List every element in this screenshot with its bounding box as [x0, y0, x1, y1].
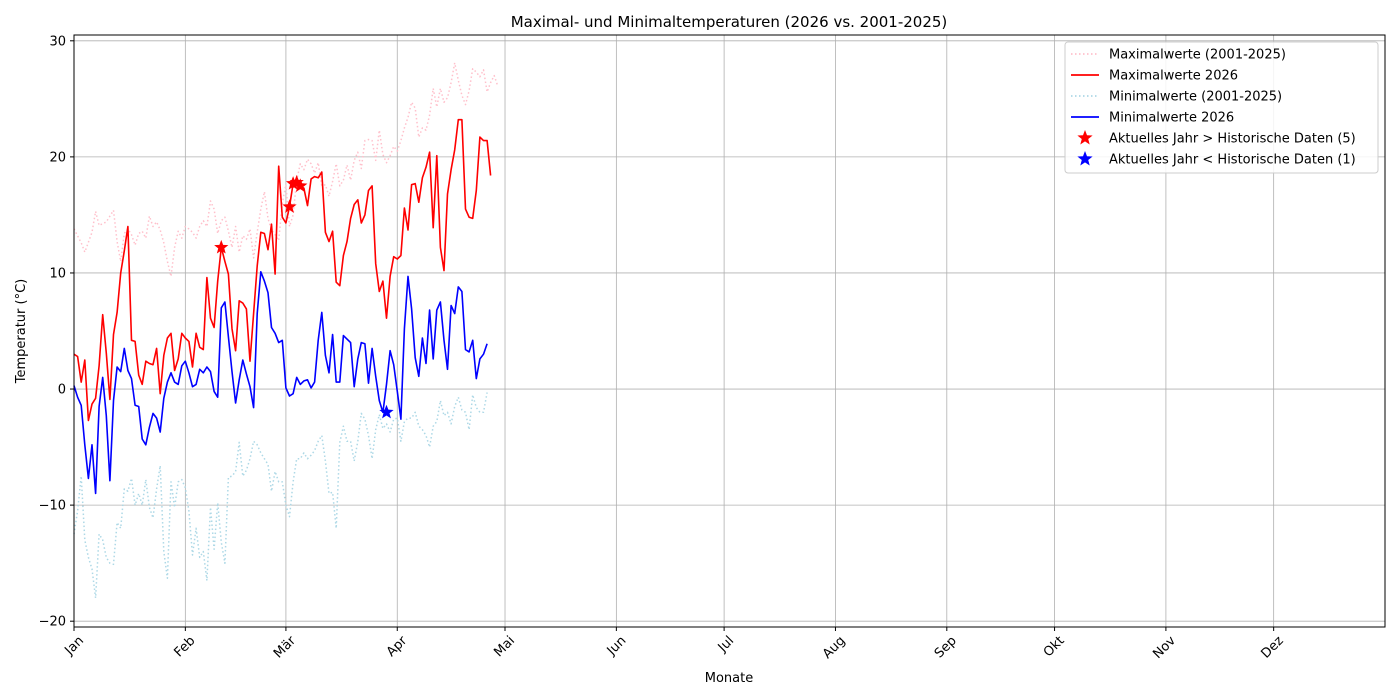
- y-tick-label: 20: [49, 150, 66, 165]
- x-tick-label: Jun: [604, 633, 630, 659]
- legend-star-1: [1077, 130, 1093, 145]
- legend-marker-label-1: Aktuelles Jahr > Historische Daten (5): [1109, 132, 1356, 147]
- x-tick-label: Sep: [932, 633, 960, 661]
- legend-box: [1064, 41, 1379, 174]
- legend-star-2: [1077, 151, 1093, 166]
- chart-title: Maximal- und Minimaltemperaturen (2026 v…: [511, 13, 948, 31]
- x-tick-label: Okt: [1041, 633, 1068, 660]
- star-marker-1: [289, 174, 304, 189]
- y-tick-label: −10: [39, 499, 66, 514]
- x-tick-label: Nov: [1150, 633, 1179, 662]
- star-marker-1: [293, 178, 308, 192]
- x-tick-label: Mai: [491, 633, 518, 660]
- legend-label-4: Minimalwerte 2026: [1109, 111, 1234, 126]
- x-tick-label: Aug: [820, 633, 849, 662]
- x-tick-label: Jan: [62, 633, 87, 658]
- marker-stars: [214, 174, 394, 419]
- star-marker-2: [379, 404, 394, 419]
- series-line-4: [73, 270, 488, 495]
- series-line-1: [73, 62, 499, 278]
- star-marker-1: [282, 199, 297, 213]
- x-tick-label: Apr: [384, 633, 411, 660]
- star-marker-1: [214, 239, 229, 254]
- legend-label-3: Minimalwerte (2001-2025): [1109, 90, 1282, 105]
- series-line-2: [73, 118, 492, 422]
- y-tick-label: −20: [39, 615, 66, 630]
- y-tick-label: 0: [58, 383, 66, 398]
- x-tick-label: Dez: [1259, 633, 1287, 661]
- y-axis-label: Temperatur (°C): [14, 279, 29, 385]
- legend-label-1: Maximalwerte (2001-2025): [1109, 48, 1286, 63]
- x-tick-label: Mär: [271, 633, 299, 661]
- legend-label-2: Maximalwerte 2026: [1109, 69, 1238, 84]
- y-tick-label: 30: [49, 34, 66, 49]
- plot-frame: [73, 34, 1386, 628]
- y-tick-label: 10: [49, 266, 66, 281]
- legend-marker-label-2: Aktuelles Jahr < Historische Daten (1): [1109, 153, 1356, 168]
- legend: Maximalwerte (2001-2025) Maximalwerte 202…: [1064, 41, 1379, 174]
- x-tick-label: Jul: [715, 633, 737, 655]
- series-lines: [73, 62, 499, 599]
- x-tick-label: Feb: [172, 633, 199, 660]
- series-line-3: [73, 392, 488, 599]
- x-axis-label: Monate: [705, 671, 753, 686]
